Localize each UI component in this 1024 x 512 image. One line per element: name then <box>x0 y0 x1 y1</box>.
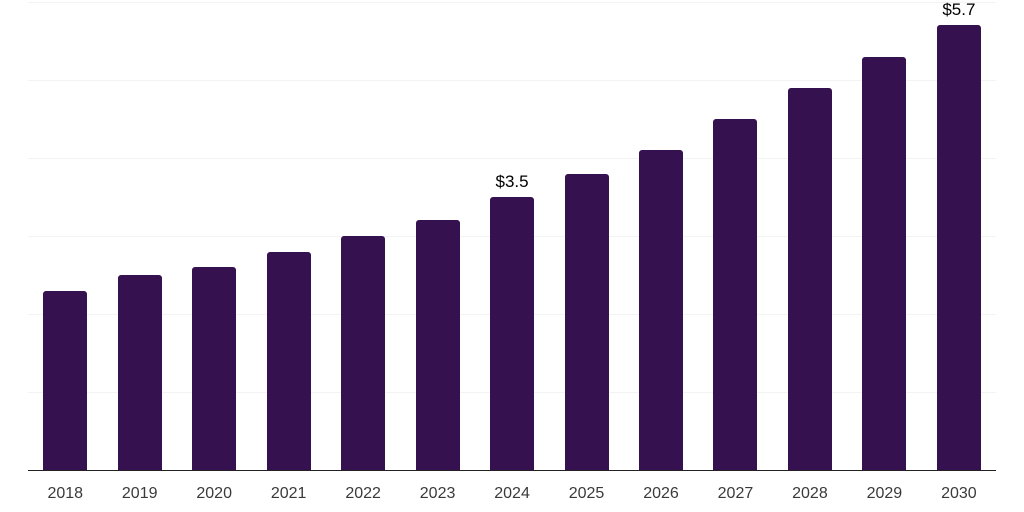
gridline <box>28 1 996 3</box>
bar <box>787 87 832 470</box>
x-tick-label: 2021 <box>270 485 307 502</box>
plot-area: 2018 2019 2020 2021 2022 2023 $3.5 2024 2025 2026… <box>28 0 996 502</box>
bar-column: $3.5 2024 <box>475 0 549 502</box>
x-tick-label: 2019 <box>121 485 158 502</box>
bar-column: 2021 <box>251 0 325 502</box>
x-axis-line <box>28 470 996 471</box>
bar <box>564 173 609 470</box>
x-tick-label: 2020 <box>196 485 232 502</box>
x-tick-label: 2029 <box>866 485 903 502</box>
bar-column: 2027 <box>698 0 772 502</box>
x-tick-label: 2026 <box>643 485 679 502</box>
x-tick-label: 2030 <box>941 485 977 502</box>
bar <box>936 25 981 470</box>
bar <box>192 267 237 470</box>
gridline <box>28 157 996 159</box>
bar-column: 2020 <box>177 0 251 502</box>
bar-value-label: $5.7 <box>942 0 976 20</box>
bar <box>117 275 162 470</box>
bar-value-label: $3.5 <box>495 172 529 192</box>
bar-column: 2023 <box>400 0 474 502</box>
bar-column: 2022 <box>326 0 400 502</box>
bar-column: 2029 <box>847 0 921 502</box>
x-tick-label: 2022 <box>345 485 381 502</box>
bar-columns: 2018 2019 2020 2021 2022 2023 $3.5 2024 2025 2026… <box>28 0 996 502</box>
bar-column: 2025 <box>549 0 623 502</box>
bar-column: 2028 <box>773 0 847 502</box>
bar-column: $5.7 2030 <box>922 0 996 502</box>
x-tick-label: 2024 <box>494 485 530 502</box>
bar <box>638 150 683 470</box>
x-tick-label: 2025 <box>568 485 605 502</box>
bar <box>415 220 460 470</box>
bar <box>266 251 311 470</box>
bar-column: 2026 <box>624 0 698 502</box>
gridline <box>28 79 996 81</box>
x-tick-label: 2027 <box>717 485 754 502</box>
bar-column: 2018 <box>28 0 102 502</box>
x-tick-label: 2028 <box>792 485 828 502</box>
bar <box>713 119 758 470</box>
x-tick-label: 2018 <box>47 485 84 502</box>
bar <box>862 56 907 470</box>
bar <box>43 290 88 470</box>
x-tick-label: 2023 <box>419 485 456 502</box>
bar <box>341 236 386 470</box>
bar <box>490 197 535 470</box>
bar-column: 2019 <box>102 0 176 502</box>
